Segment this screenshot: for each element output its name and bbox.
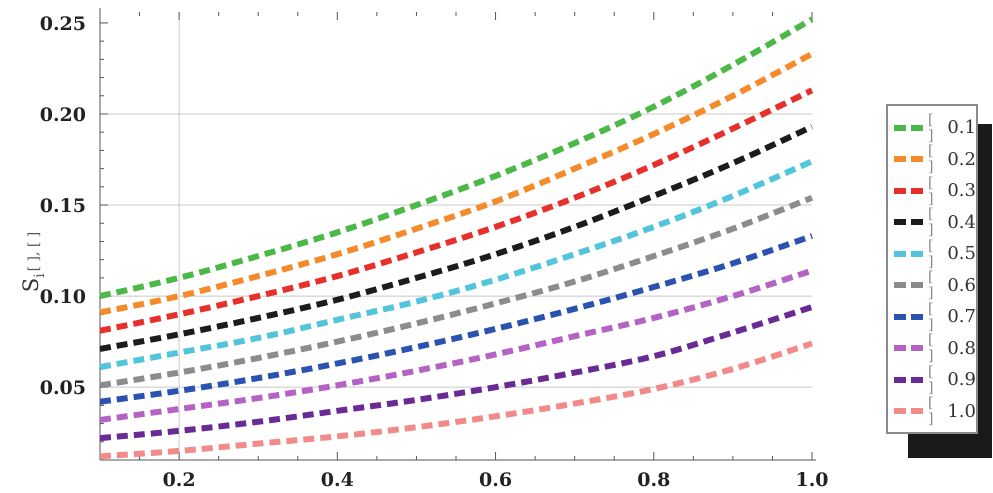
- y-tick-label: 0.20: [40, 104, 86, 126]
- series-line-0.6: [99, 194, 814, 389]
- legend-marker: [ ]: [928, 174, 934, 207]
- legend-swatch: [894, 217, 923, 227]
- series-line-0.8: [99, 267, 813, 423]
- y-axis-label-sub: i: [32, 273, 48, 278]
- legend-entry: [ ] 0.8: [888, 332, 976, 365]
- legend-label: 0.2: [947, 148, 976, 170]
- legend-label: 0.6: [947, 274, 976, 296]
- legend-marker: [ ]: [928, 111, 934, 144]
- series-line-0.9: [99, 304, 813, 442]
- legend-entry: [ ] 0.5: [888, 238, 976, 270]
- legend-label: 0.7: [947, 306, 976, 328]
- x-tick-label: 0.2: [163, 469, 196, 491]
- y-axis-label: Si[ ], [ ]: [19, 232, 48, 293]
- legend-label: 0.4: [947, 211, 976, 233]
- series-line-0.4: [99, 124, 814, 352]
- x-tick-label: 0.6: [479, 469, 512, 491]
- legend-swatch: [894, 406, 923, 416]
- svg-text:Si[ ], [ ]: Si[ ], [ ]: [19, 232, 48, 293]
- legend-marker: [ ]: [928, 269, 934, 302]
- legend-marker: [ ]: [928, 395, 934, 428]
- series-line-0.1: [99, 16, 814, 300]
- legend-marker: [ ]: [928, 300, 934, 333]
- legend-marker: [ ]: [928, 332, 934, 365]
- x-tick-label: 0.4: [321, 469, 354, 491]
- y-tick-label: 0.25: [40, 13, 86, 35]
- series-line-0.7: [99, 233, 813, 405]
- legend-swatch: [894, 123, 923, 133]
- legend-swatch: [894, 154, 923, 164]
- y-axis-label-main: S: [19, 278, 43, 292]
- legend-label: 0.9: [947, 369, 976, 391]
- legend-marker: [ ]: [928, 206, 934, 239]
- legend-entry: [ ] 0.7: [888, 301, 976, 333]
- legend-entry: [ ] 0.3: [888, 175, 976, 207]
- series-lines: [99, 16, 814, 460]
- series-line-1.0: [99, 340, 813, 460]
- legend-swatch: [894, 186, 923, 196]
- series-line-0.2: [99, 51, 814, 316]
- legend-entry: [ ] 0.2: [888, 143, 976, 176]
- legend-label: 0.5: [947, 243, 976, 265]
- y-tick-label: 0.15: [40, 195, 86, 217]
- legend-label: 0.1: [947, 117, 976, 139]
- series-line-0.5: [99, 158, 814, 371]
- series-line-0.3: [99, 87, 814, 334]
- y-tick-label: 0.05: [40, 377, 86, 399]
- legend-swatch: [894, 343, 923, 353]
- x-tick-label: 1.0: [795, 469, 828, 491]
- y-tick-label: 0.10: [40, 286, 86, 308]
- legend-label: 0.8: [947, 337, 976, 359]
- tick-labels: 0.2 0.4 0.6 0.8 1.0 0.05 0.10 0.15 0.20 0.25: [40, 13, 829, 491]
- y-axis-label-args: [ ], [ ]: [26, 232, 42, 272]
- legend-swatch: [894, 312, 923, 322]
- legend-entry: [ ] 1.0: [888, 395, 976, 428]
- legend-marker: [ ]: [928, 363, 934, 396]
- legend: [ ] 0.1 [ ] 0.2 [ ] 0.3 [ ] 0.4 [ ] 0.5 [ ] 0.6 [ ] 0…: [886, 104, 978, 434]
- axis-ticks: [99, 12, 813, 461]
- x-tick-label: 0.8: [637, 469, 670, 491]
- legend-entry: [ ] 0.6: [888, 269, 976, 302]
- legend-swatch: [894, 249, 923, 259]
- legend-entry: [ ] 0.4: [888, 206, 976, 239]
- legend-label: 1.0: [947, 400, 976, 422]
- legend-label: 0.3: [947, 180, 976, 202]
- legend-swatch: [894, 280, 923, 290]
- legend-swatch: [894, 375, 923, 385]
- legend-marker: [ ]: [928, 143, 934, 176]
- legend-entry: [ ] 0.9: [888, 364, 976, 396]
- legend-marker: [ ]: [928, 237, 934, 270]
- legend-entry: [ ] 0.1: [888, 112, 976, 144]
